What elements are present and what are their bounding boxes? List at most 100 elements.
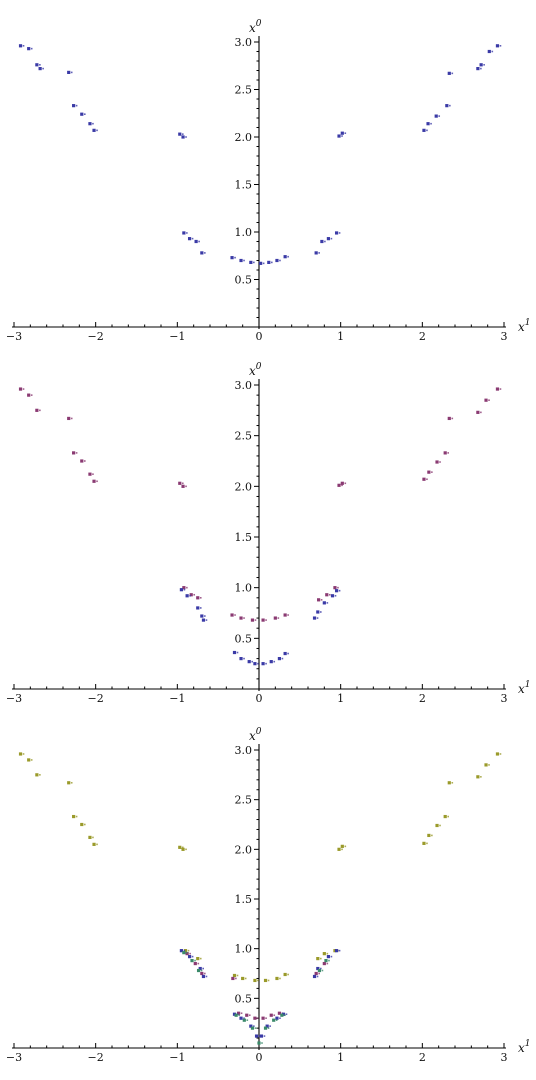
data-point-fragment [181, 846, 184, 849]
data-point-fragment [344, 845, 347, 848]
data-point [314, 971, 318, 976]
data-point [234, 1013, 238, 1017]
data-point-fragment [39, 774, 41, 776]
data-point-fragment [235, 977, 237, 980]
data-point [196, 596, 200, 600]
x-tick-label: −2 [88, 330, 104, 343]
data-point-fragment [344, 132, 347, 134]
data-point-fragment [253, 1025, 255, 1027]
data-point-fragment [447, 452, 449, 454]
data-point [239, 616, 243, 620]
data-point [283, 255, 287, 259]
data-point [178, 845, 182, 849]
data-point-fragment [238, 1014, 240, 1017]
data-point-fragment [499, 45, 502, 47]
data-point [263, 978, 268, 983]
data-point [261, 1016, 265, 1020]
data-point-fragment [202, 967, 204, 970]
data-point-fragment [328, 959, 330, 962]
data-point [35, 773, 39, 777]
data-point-fragment [316, 617, 319, 619]
x-tick-label: 1 [337, 1051, 344, 1064]
data-point [254, 1034, 259, 1038]
data-point [337, 134, 341, 138]
data-point [487, 49, 491, 54]
data-point-fragment [30, 759, 33, 761]
data-point-fragment [449, 104, 451, 107]
data-point-fragment [426, 478, 428, 481]
data-point [426, 122, 430, 126]
data-point-fragment [197, 962, 200, 965]
data-point-fragment [480, 776, 482, 778]
data-point-fragment [430, 122, 432, 125]
data-point-fragment [279, 977, 281, 980]
data-point [447, 416, 451, 421]
data-point-fragment [285, 1013, 288, 1016]
data-point [18, 387, 23, 391]
data-point [35, 63, 39, 67]
data-point-fragment [499, 753, 502, 755]
data-point-fragment [488, 399, 490, 401]
data-point-fragment [200, 969, 203, 972]
data-point-fragment [96, 129, 98, 132]
data-point [476, 775, 480, 779]
data-point-fragment [246, 1019, 249, 1021]
data-point-fragment [185, 848, 187, 851]
x-axis-superscript: 1 [525, 318, 531, 328]
y-axis-title: x0 [249, 19, 262, 35]
y-tick-label: 2.5 [235, 84, 253, 97]
data-point [422, 841, 426, 845]
data-point-fragment [181, 482, 184, 485]
data-point [479, 63, 483, 67]
data-point-fragment [75, 452, 78, 454]
data-point [182, 951, 186, 955]
data-point-fragment [258, 1035, 261, 1037]
y-tick-label: 1.0 [235, 226, 253, 239]
data-point [326, 955, 331, 959]
data-point [259, 1034, 264, 1038]
data-point [340, 131, 344, 135]
data-point [198, 966, 202, 971]
data-point-fragment [451, 72, 454, 75]
data-point [273, 616, 277, 620]
x-tick-label: 1 [337, 330, 344, 343]
data-point [185, 594, 189, 598]
x-axis-superscript: 1 [525, 680, 531, 690]
data-point [422, 477, 426, 481]
data-point-fragment [279, 259, 281, 262]
data-point-fragment [257, 662, 259, 665]
data-point-fragment [277, 617, 280, 619]
data-point [72, 451, 76, 455]
data-point [253, 662, 257, 666]
data-point [324, 958, 328, 963]
data-point [182, 231, 186, 235]
data-point [253, 978, 257, 983]
data-point-fragment [451, 781, 454, 784]
data-point-fragment [92, 473, 94, 475]
data-point [320, 239, 324, 244]
plot-panel-2: −3 −2 −1 0 1 2 3 0.5 1.0 1.5 2.0 2.5 3.0 x1 x0 [6, 362, 531, 705]
data-point [316, 610, 320, 614]
x-axis-title: x1 [518, 318, 531, 334]
data-point [230, 256, 234, 260]
data-point [280, 1013, 284, 1017]
data-point [230, 613, 234, 617]
data-point-fragment [426, 129, 428, 132]
data-point-fragment [326, 602, 329, 604]
y-tick-label: 1.0 [235, 582, 253, 595]
data-point [312, 616, 317, 620]
y-tick-label: 0.5 [235, 274, 253, 287]
data-point [435, 460, 439, 464]
data-point [200, 251, 204, 255]
x-tick-label: −3 [6, 692, 22, 705]
data-point [476, 410, 480, 414]
data-point [72, 814, 76, 819]
data-point [261, 618, 265, 622]
y-tick-label: 1.5 [235, 531, 253, 544]
data-point [80, 459, 84, 463]
data-point [269, 660, 273, 664]
y-tick-label: 2.0 [235, 131, 253, 144]
data-point-fragment [92, 836, 94, 839]
data-point-fragment [273, 660, 276, 663]
y-axis-title: x0 [249, 362, 262, 378]
